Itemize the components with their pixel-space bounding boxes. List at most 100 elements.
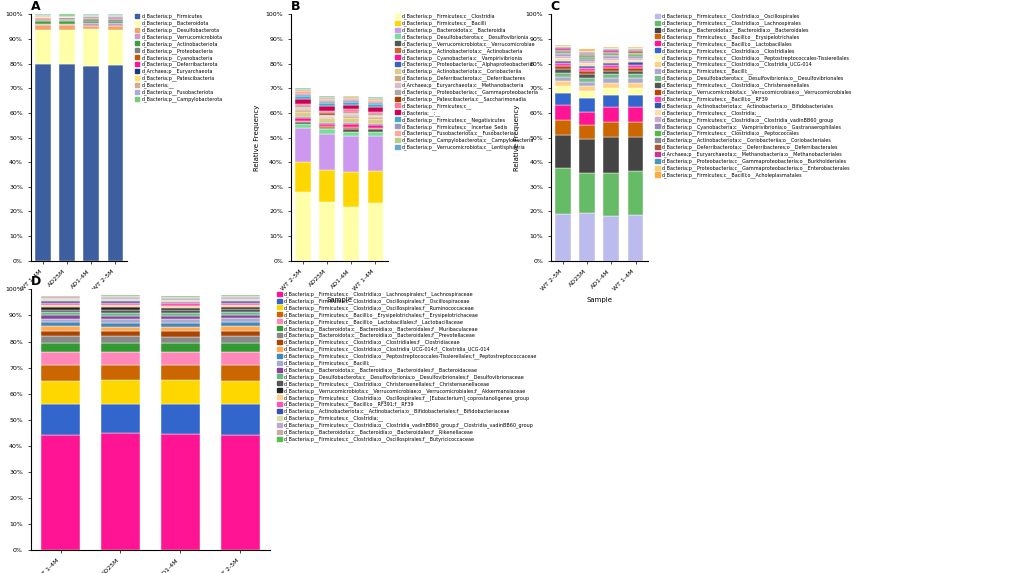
Bar [627, 62, 643, 65]
Bar [367, 102, 383, 104]
Bar [221, 331, 260, 336]
Bar [627, 215, 643, 261]
Bar [343, 112, 359, 113]
Bar [367, 98, 383, 100]
Bar [161, 297, 200, 298]
Bar [319, 202, 334, 261]
Bar [221, 404, 260, 435]
Bar [554, 64, 571, 66]
Bar [579, 53, 594, 54]
Bar [603, 57, 619, 58]
Bar [161, 296, 200, 297]
Bar [101, 309, 140, 312]
Bar [35, 19, 51, 20]
Bar [84, 65, 99, 261]
Bar [603, 83, 619, 88]
Bar [41, 303, 79, 305]
Bar [603, 68, 619, 70]
Bar [84, 14, 99, 15]
Bar [59, 14, 74, 15]
Bar [343, 129, 359, 132]
Bar [101, 301, 140, 303]
Bar [579, 78, 594, 83]
Bar [107, 14, 123, 15]
Bar [603, 65, 619, 68]
Bar [101, 312, 140, 316]
Legend: d_Bacteria;p__Firmicutes;c__Clostridia;o__Oscillospirales, d_Bacteria;p__Firmicu: d_Bacteria;p__Firmicutes;c__Clostridia;o… [652, 11, 853, 180]
Bar [603, 48, 619, 49]
Bar [627, 70, 643, 74]
Bar [101, 365, 140, 380]
Bar [35, 30, 51, 64]
Bar [107, 19, 123, 21]
Bar [343, 172, 359, 206]
Bar [579, 63, 594, 65]
Bar [319, 97, 334, 99]
Bar [107, 16, 123, 17]
Bar [41, 327, 79, 331]
Bar [107, 65, 123, 261]
Bar [319, 115, 334, 116]
Bar [101, 319, 140, 323]
Bar [101, 316, 140, 319]
Bar [101, 299, 140, 301]
Bar [294, 108, 311, 109]
Bar [294, 122, 311, 124]
Bar [101, 323, 140, 327]
Bar [161, 323, 200, 327]
Bar [294, 120, 311, 122]
Bar [294, 109, 311, 112]
Bar [107, 15, 123, 16]
Bar [41, 298, 79, 299]
Text: A: A [31, 0, 40, 13]
Legend: d_Bacteria;p__Firmicutes, d_Bacteria;p__Bacteroidota, d_Bacteria;p__Desulfobacte: d_Bacteria;p__Firmicutes, d_Bacteria;p__… [132, 11, 224, 104]
Bar [84, 15, 99, 16]
Bar [343, 115, 359, 116]
Bar [579, 57, 594, 59]
Bar [603, 107, 619, 122]
Bar [294, 106, 311, 108]
X-axis label: Sample: Sample [66, 297, 92, 303]
Bar [41, 435, 79, 550]
Bar [221, 309, 260, 312]
Bar [294, 192, 311, 261]
X-axis label: Sample: Sample [586, 297, 611, 303]
Bar [367, 115, 383, 116]
Bar [603, 78, 619, 83]
Bar [161, 319, 200, 323]
Bar [319, 124, 334, 126]
Bar [294, 96, 311, 99]
Bar [319, 134, 334, 170]
Bar [161, 365, 200, 380]
Bar [101, 331, 140, 336]
Bar [554, 49, 571, 51]
Bar [343, 123, 359, 124]
Bar [554, 168, 571, 214]
Bar [319, 118, 334, 123]
Bar [41, 315, 79, 319]
Bar [59, 19, 74, 21]
Bar [319, 113, 334, 115]
Bar [221, 296, 260, 297]
Bar [35, 18, 51, 19]
Bar [627, 50, 643, 51]
Bar [101, 380, 140, 404]
Bar [161, 308, 200, 310]
Bar [35, 25, 51, 30]
Bar [221, 322, 260, 326]
Bar [41, 307, 79, 309]
Bar [161, 336, 200, 343]
Bar [101, 343, 140, 352]
Bar [627, 54, 643, 56]
Bar [41, 365, 79, 380]
Bar [367, 116, 383, 117]
Bar [41, 301, 79, 303]
Bar [294, 116, 311, 118]
Bar [161, 331, 200, 336]
Bar [59, 25, 74, 30]
Bar [367, 100, 383, 102]
Bar [319, 129, 334, 134]
Bar [221, 312, 260, 315]
Bar [343, 96, 359, 98]
Bar [84, 21, 99, 23]
